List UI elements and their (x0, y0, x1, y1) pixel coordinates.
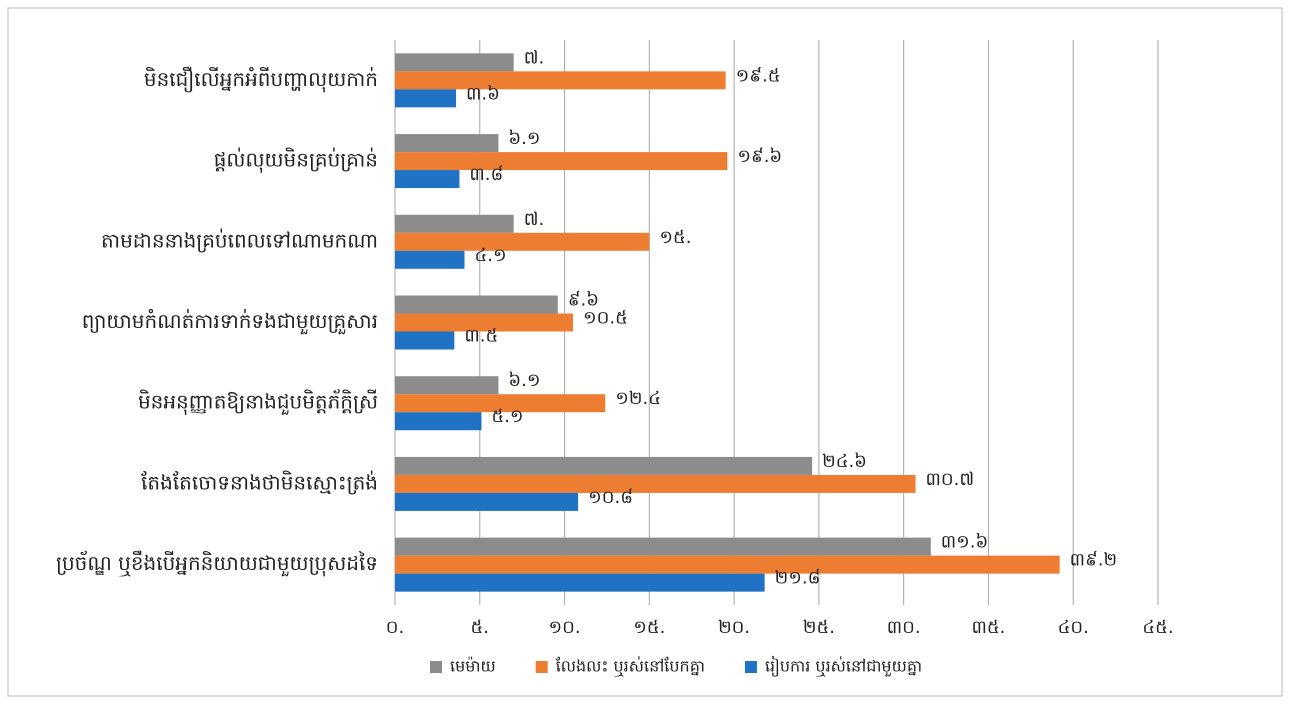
bar (395, 394, 606, 413)
x-tick-label: ០. (386, 617, 404, 638)
bar (395, 250, 465, 269)
bar (395, 295, 558, 314)
bar (395, 456, 813, 475)
legend-swatch (430, 661, 442, 673)
legend-label: មេម៉ាយ (450, 657, 496, 676)
bar (395, 89, 457, 108)
bar (395, 412, 482, 431)
bar (395, 152, 728, 171)
value-label: ៣.៥ (464, 326, 498, 347)
bar (395, 537, 931, 556)
bar (395, 71, 726, 90)
value-label: ៧. (524, 209, 545, 230)
value-label: ២១.៨ (775, 568, 821, 589)
category-label: ផ្តល់លុយមិនគ្រប់គ្រាន់ (214, 147, 378, 174)
bar (395, 313, 574, 332)
value-label: ១០.៨ (588, 487, 633, 508)
category-label: តាមដាននាងគ្រប់ពេលទៅណាមកណា (101, 227, 378, 252)
value-label: ១៥. (659, 227, 691, 248)
bar (395, 232, 650, 251)
value-label: ១២.៤ (615, 388, 661, 409)
x-tick-label: ១០. (549, 617, 581, 638)
x-tick-label: ២៥. (803, 617, 835, 638)
x-tick-label: ៣០. (887, 617, 921, 638)
value-label: ៣០.៧ (926, 469, 975, 490)
bar (395, 170, 460, 189)
bar (395, 376, 499, 395)
bar (395, 573, 765, 592)
value-label: ៣១.៦ (941, 532, 988, 553)
value-label: ៣៩.២ (1070, 550, 1117, 571)
bar (395, 53, 514, 72)
category-label: ព្យាយាមកំណត់ការទាក់ទងជាមួយគ្រួសារ (82, 308, 378, 335)
value-label: ៦.១ (508, 128, 540, 149)
legend-label: លែងលះ ឬរស់នៅបែកគ្នា (556, 656, 705, 678)
value-label: ៧. (524, 47, 545, 68)
legend-swatch (535, 661, 548, 673)
category-label: ប្រច័ណ្ឌ ឬខឹងបើអ្នកនិយាយជាមួយប្រុសដទៃ (56, 550, 378, 577)
value-label: ៣.៨ (469, 164, 503, 185)
value-label: ៦.១ (508, 370, 540, 391)
value-label: ៥.១ (491, 406, 523, 427)
value-label: ៣.៦ (466, 83, 500, 104)
value-label: ១៩.៥ (736, 65, 781, 86)
x-tick-label: ៤៥. (1142, 617, 1173, 638)
x-tick-label: ៥. (471, 617, 489, 638)
legend-label: រៀបការ ឬរស់នៅជាមួយគ្នា (765, 656, 922, 678)
bar (395, 214, 514, 233)
value-label: ២៤.៦ (822, 451, 867, 472)
bar (395, 474, 916, 493)
bar (395, 555, 1060, 574)
value-label: ៤.១ (475, 245, 507, 266)
value-label: ១៩.៦ (737, 146, 782, 167)
frame (7, 7, 1283, 697)
category-label: មិនអនុញ្ញាតឱ្យនាងជួបមិត្តភ័ក្តិស្រី (138, 389, 378, 416)
value-label: ១០.៥ (583, 308, 628, 329)
bar (395, 134, 499, 153)
value-label: ៩.៦ (568, 290, 599, 311)
x-tick-label: ១៥. (633, 617, 665, 638)
legend-swatch (744, 661, 757, 673)
x-tick-label: ២០. (718, 617, 750, 638)
x-tick-label: ៤០. (1058, 617, 1089, 638)
bar (395, 492, 579, 511)
x-tick-label: ៣៥. (972, 617, 1006, 638)
category-label: មិនជឿលើអ្នកអំពីបញ្ហាលុយកាក់ (144, 66, 378, 93)
bar (395, 331, 455, 350)
category-label: តែងតែចោទនាងថាមិនស្មោះត្រង់ (141, 469, 378, 494)
